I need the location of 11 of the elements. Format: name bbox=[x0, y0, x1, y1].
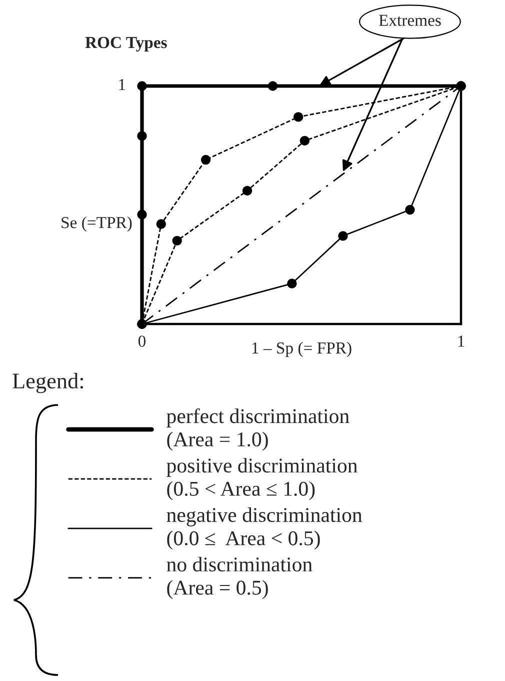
y-axis-title: Se (=TPR) bbox=[62, 216, 132, 232]
legend-label: perfect discrimination (Area = 1.0) bbox=[166, 408, 350, 451]
legend-label: negative discrimination (0.0 ≤ Area < 0.5) bbox=[166, 507, 362, 550]
x-tick-label: 0 bbox=[138, 336, 146, 347]
text: 1 bbox=[119, 79, 126, 90]
x-axis-title: 1 – Sp (= FPR) bbox=[252, 342, 352, 358]
chart-title: ROC Types bbox=[85, 36, 167, 52]
legend-title: Legend: bbox=[12, 372, 84, 394]
legend-label: no discrimination (Area = 0.5) bbox=[166, 556, 312, 599]
legend-label: positive discrimination (0.5 < Area ≤ 1.0) bbox=[166, 458, 358, 500]
annotation: Extremes bbox=[378, 14, 441, 26]
